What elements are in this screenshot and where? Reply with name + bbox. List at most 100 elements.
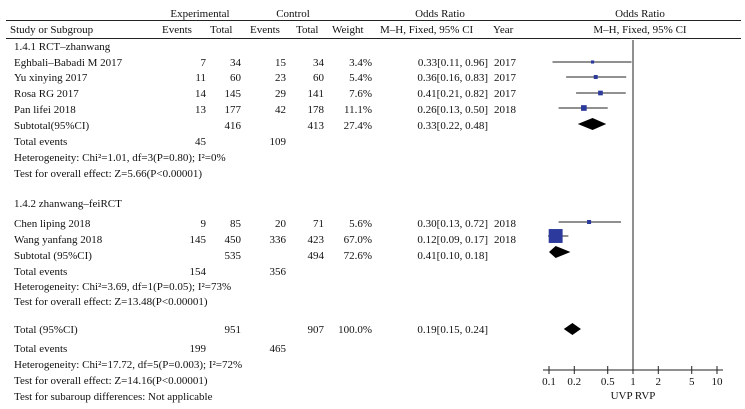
total1: 85 (230, 218, 241, 230)
odds-ratio-plot-header: Odds Ratio (615, 8, 665, 20)
study-name: Chen liping 2018 (14, 218, 91, 230)
subgroup-differences-text: Test for subaroup differences: Not appli… (14, 391, 213, 403)
subtotal-total2: 413 (307, 120, 325, 132)
study-name: Wang yanfang 2018 (14, 234, 103, 246)
pooled-diamond (563, 323, 581, 335)
overall-effect-text: Test for overall effect: Z=5.66(P<0.0000… (14, 168, 202, 180)
odds-ratio-ci: 0.41[0.21, 0.82] (417, 88, 488, 100)
events2: 20 (275, 218, 286, 230)
events2: 42 (275, 104, 286, 116)
heterogeneity-text: Heterogeneity: Chi²=1.01, df=3(P=0.80); … (14, 152, 226, 164)
total-weight: 100.0% (338, 324, 372, 336)
events2: 15 (275, 57, 286, 69)
total-ci: 0.19[0.15, 0.24] (417, 324, 488, 336)
overall-total-events1: 199 (189, 343, 207, 355)
study-marker (581, 105, 587, 111)
overall-effect-text: Test for overall effect: Z=14.16(P<0.000… (14, 375, 208, 387)
events2-column-header: Events (250, 24, 280, 36)
year-column-header: Year (493, 24, 514, 36)
subgroup-title: 1.4.1 RCT–zhanwang (14, 41, 111, 53)
weight: 3.4% (349, 57, 372, 69)
total1: 177 (224, 104, 242, 116)
favours-label: UVP RVP (611, 390, 656, 402)
subgroup-title: 1.4.2 zhanwang–feiRCT (14, 198, 122, 210)
total-total2: 907 (307, 324, 325, 336)
events1: 11 (195, 72, 206, 84)
study-marker (548, 229, 563, 243)
subtotal-ci: 0.41[0.10, 0.18] (417, 250, 488, 262)
odds-ratio-ci: 0.30[0.13, 0.72] (417, 218, 488, 230)
events2: 336 (269, 234, 287, 246)
total-events1: 45 (195, 136, 206, 148)
overall-total-events-label: Total events (14, 343, 68, 355)
total-events2: 109 (269, 136, 287, 148)
subtotal-ci: 0.33[0.22, 0.48] (417, 120, 488, 132)
study-year: 2018 (494, 234, 516, 246)
total-label: Total (95%CI) (14, 324, 78, 336)
pooled-diamond (549, 246, 571, 258)
events2: 23 (275, 72, 286, 84)
study-year: 2017 (494, 57, 516, 69)
events1: 14 (195, 88, 206, 100)
total-events1: 154 (189, 266, 207, 278)
axis-tick-label: 0.1 (542, 376, 556, 388)
total-events-label: Total events (14, 266, 68, 278)
overall-total-events2: 465 (269, 343, 287, 355)
total2: 178 (307, 104, 325, 116)
total1: 60 (230, 72, 241, 84)
header-bottom-rule (6, 38, 741, 39)
total2: 423 (307, 234, 325, 246)
study-marker (590, 60, 595, 64)
study-marker (587, 219, 592, 225)
odds-ratio-ci: 0.12[0.09, 0.17] (417, 234, 488, 246)
study-name: Rosa RG 2017 (14, 88, 79, 100)
subtotal-total1: 535 (224, 250, 242, 262)
events1: 13 (195, 104, 206, 116)
weight-column-header: Weight (332, 24, 364, 36)
pooled-diamond (577, 118, 607, 130)
subtotal-label: Subtotal (95%CI) (14, 250, 92, 262)
study-marker (598, 90, 603, 96)
study-marker (593, 75, 598, 79)
weight: 7.6% (349, 88, 372, 100)
study-year: 2018 (494, 218, 516, 230)
events1-column-header: Events (162, 24, 192, 36)
events2: 29 (275, 88, 286, 100)
axis-tick-label: 10 (712, 376, 724, 388)
total2-column-header: Total (296, 24, 319, 36)
study-year: 2017 (494, 72, 516, 84)
axis-tick-label: 1 (630, 376, 636, 388)
axis-tick-label: 2 (656, 376, 662, 388)
control-group-header: Control (276, 8, 310, 20)
odds-ratio-ci: 0.36[0.16, 0.83] (417, 72, 488, 84)
overall-heterogeneity-text: Heterogeneity: Chi²=17.72, df=5(P=0.003)… (14, 359, 243, 371)
events1: 145 (189, 234, 207, 246)
total1: 450 (224, 234, 242, 246)
study-name: Eghbali–Babadi M 2017 (14, 57, 123, 69)
total1: 34 (230, 57, 241, 69)
study-name: Yu xinying 2017 (14, 72, 88, 84)
header-rule (6, 20, 741, 21)
study-year: 2017 (494, 88, 516, 100)
method-column-header: M–H, Fixed, 95% CI (380, 24, 474, 36)
overall-effect-text: Test for overall effect: Z=13.48(P<0.000… (14, 296, 208, 308)
subtotal-weight: 72.6% (343, 250, 372, 262)
total1-column-header: Total (210, 24, 233, 36)
heterogeneity-text: Heterogeneity: Chi²=3.69, df=1(P=0.05); … (14, 281, 232, 293)
odds-ratio-header: Odds Ratio (415, 8, 465, 20)
total-total1: 951 (224, 324, 242, 336)
total2: 60 (313, 72, 324, 84)
odds-ratio-ci: 0.33[0.11, 0.96] (417, 57, 488, 69)
axis-tick-label: 0.5 (601, 376, 615, 388)
events1: 9 (200, 218, 207, 230)
total2: 71 (313, 218, 324, 230)
total-events2: 356 (269, 266, 287, 278)
weight: 67.0% (343, 234, 372, 246)
subtotal-total2: 494 (307, 250, 325, 262)
weight: 5.6% (349, 218, 372, 230)
subtotal-label: Subtotal(95%CI) (14, 120, 90, 132)
total-events-label: Total events (14, 136, 68, 148)
weight: 5.4% (349, 72, 372, 84)
